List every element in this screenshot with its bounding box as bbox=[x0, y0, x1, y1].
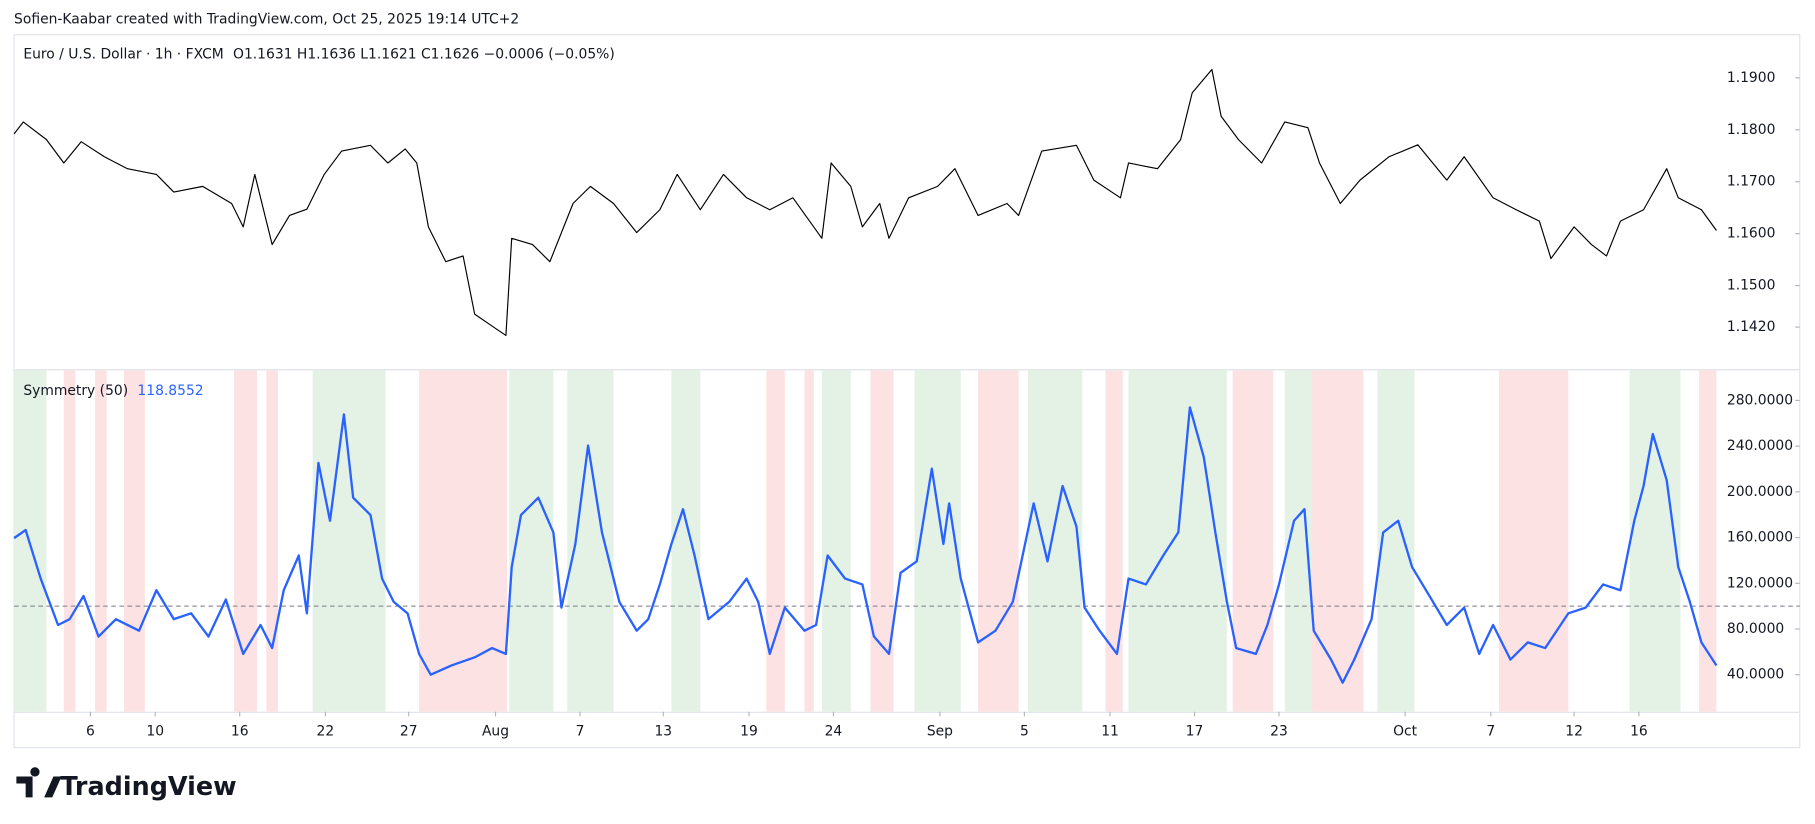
x-tick-label: 7 bbox=[576, 723, 585, 739]
signal-band bbox=[914, 370, 961, 712]
signal-band bbox=[1027, 370, 1083, 712]
x-tick-label: Sep bbox=[927, 723, 953, 739]
ohlc: O1.1631 H1.1636 L1.1621 C1.1626 −0.0006 … bbox=[233, 46, 615, 62]
x-tick-label: 24 bbox=[825, 723, 843, 739]
signal-band bbox=[978, 370, 1019, 712]
signal-band bbox=[1498, 370, 1569, 712]
y-tick-label: 1.1800 bbox=[1727, 122, 1776, 138]
y-tick-label: 1.1500 bbox=[1727, 278, 1776, 294]
marks: 1.1420 1.1500 1.1600 1.1700 1.1800 1.1900 40.0… bbox=[13, 68, 1800, 739]
x-tick-label: 22 bbox=[317, 723, 335, 739]
series-line bbox=[13, 68, 1717, 336]
signal-band bbox=[14, 370, 47, 712]
x-tick-label: 10 bbox=[146, 723, 164, 739]
x-tick-label: 19 bbox=[740, 723, 758, 739]
x-tick-label: 17 bbox=[1186, 723, 1204, 739]
y-tick-label: 80.0000 bbox=[1727, 621, 1784, 637]
x-tick-label: 27 bbox=[400, 723, 418, 739]
y-tick-label: 200.0000 bbox=[1727, 484, 1793, 500]
x-tick-label: 13 bbox=[654, 723, 672, 739]
y-tick-label: 1.1600 bbox=[1727, 226, 1776, 242]
y-tick-label: 1.1900 bbox=[1727, 70, 1776, 86]
x-tick-label: 16 bbox=[231, 723, 249, 739]
signal-band bbox=[124, 370, 145, 712]
signal-band bbox=[1629, 370, 1681, 712]
price-legend: Euro / U.S. Dollar · 1h · FXCM O1.1631 H1… bbox=[23, 46, 614, 62]
signal-band bbox=[233, 370, 258, 712]
signal-band bbox=[266, 370, 278, 712]
logo-text: TradingView bbox=[60, 772, 236, 802]
signal-band bbox=[821, 370, 851, 712]
signal-band bbox=[1105, 370, 1123, 712]
y-tick-label: 1.1700 bbox=[1727, 174, 1776, 190]
signal-band bbox=[766, 370, 785, 712]
series-line bbox=[13, 406, 1718, 684]
y-tick-label: 120.0000 bbox=[1727, 575, 1793, 591]
y-tick-label: 40.0000 bbox=[1727, 667, 1784, 683]
symbol: Euro / U.S. Dollar · 1h · FXCM bbox=[23, 46, 223, 62]
x-tick-label: 23 bbox=[1270, 723, 1288, 739]
x-tick-label: 12 bbox=[1565, 723, 1583, 739]
x-tick-label: Oct bbox=[1393, 723, 1418, 739]
signal-band bbox=[419, 370, 508, 712]
signal-band bbox=[1311, 370, 1364, 712]
logo-icon bbox=[16, 767, 62, 798]
x-tick-label: Aug bbox=[482, 723, 509, 739]
y-tick-label: 280.0000 bbox=[1727, 392, 1793, 408]
signal-band bbox=[671, 370, 701, 712]
signal-band bbox=[1232, 370, 1274, 712]
signal-band bbox=[1128, 370, 1227, 712]
y-tick-label: 1.1420 bbox=[1727, 319, 1776, 335]
indicator-name: Symmetry (50) bbox=[23, 383, 128, 399]
x-tick-label: 11 bbox=[1101, 723, 1119, 739]
y-tick-label: 240.0000 bbox=[1727, 438, 1793, 454]
x-tick-label: 7 bbox=[1486, 723, 1495, 739]
x-tick-label: 5 bbox=[1020, 723, 1029, 739]
signal-band bbox=[312, 370, 386, 712]
signal-band bbox=[1699, 370, 1717, 712]
indicator-legend: Symmetry (50) 118.8552 bbox=[23, 383, 203, 399]
header: Sofien-Kaabar created with TradingView.c… bbox=[14, 12, 519, 28]
x-tick-label: 16 bbox=[1630, 723, 1648, 739]
signal-band bbox=[1377, 370, 1415, 712]
signal-band bbox=[95, 370, 107, 712]
signal-band bbox=[870, 370, 894, 712]
indicator-value: 118.8552 bbox=[137, 383, 203, 399]
y-tick-label: 160.0000 bbox=[1727, 530, 1793, 546]
logo: TradingView bbox=[16, 767, 237, 802]
signal-band bbox=[567, 370, 614, 712]
signal-band bbox=[63, 370, 76, 712]
signal-band bbox=[804, 370, 814, 712]
x-tick-label: 6 bbox=[86, 723, 95, 739]
